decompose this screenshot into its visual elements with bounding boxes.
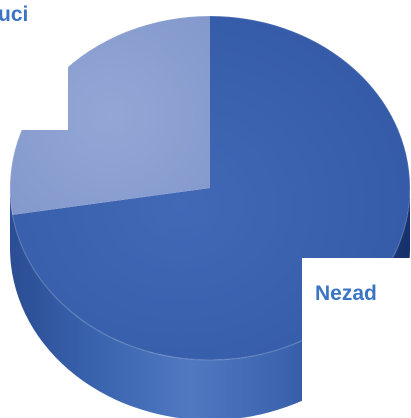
pie-rim [9, 15, 411, 361]
data-label-nezad: Nezad [315, 282, 377, 305]
data-label-box-uci [0, 0, 68, 130]
data-label-uci: uci [0, 3, 29, 26]
pie-slice-uci [9, 16, 210, 215]
data-label-box-nezad [302, 258, 411, 418]
